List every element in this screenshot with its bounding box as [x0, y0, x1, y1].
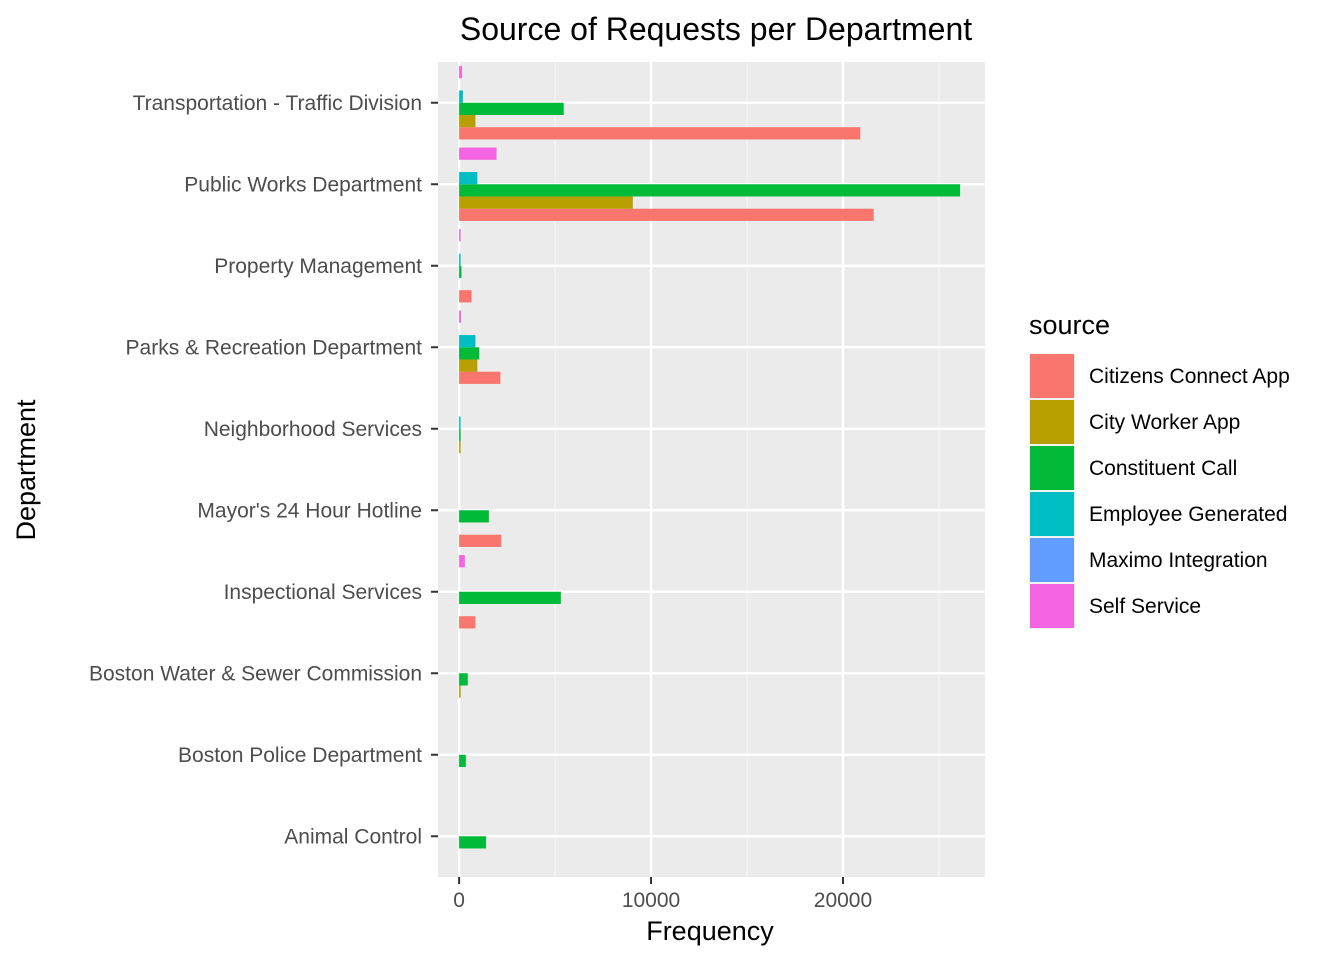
y-tick-label: Neighborhood Services — [204, 418, 422, 441]
bar — [459, 416, 461, 429]
bar — [459, 591, 561, 604]
y-tick-label: Mayor's 24 Hour Hotline — [197, 499, 422, 522]
legend-label: Citizens Connect App — [1089, 365, 1290, 388]
bar — [459, 265, 462, 278]
bar — [459, 616, 476, 629]
y-tick-label: Property Management — [214, 255, 422, 278]
bar — [459, 371, 501, 384]
bar — [459, 673, 468, 686]
x-tick-label: 10000 — [622, 889, 680, 912]
bar — [459, 196, 633, 209]
chart-title: Source of Requests per Department — [460, 11, 972, 47]
bar — [459, 335, 476, 348]
bar — [459, 184, 961, 197]
y-axis: Transportation - Traffic Division Public … — [89, 92, 438, 848]
bar — [459, 310, 462, 323]
y-axis-title: Department — [11, 399, 41, 541]
bar — [459, 685, 461, 698]
bar — [459, 428, 461, 441]
y-tick-label: Transportation - Traffic Division — [133, 92, 422, 115]
legend-label: Maximo Integration — [1089, 549, 1268, 572]
legend-label: Self Service — [1089, 595, 1201, 618]
legend-label: Constituent Call — [1089, 457, 1237, 480]
x-tick-label: 0 — [453, 889, 465, 912]
bar — [459, 127, 861, 140]
y-tick-label: Inspectional Services — [224, 581, 422, 604]
bar — [459, 836, 486, 849]
legend-swatch — [1030, 446, 1074, 490]
bar — [459, 555, 465, 568]
bar — [459, 534, 502, 547]
legend-label: Employee Generated — [1089, 503, 1287, 526]
bar — [459, 347, 480, 360]
legend-swatch — [1030, 584, 1074, 628]
legend-swatch — [1030, 400, 1074, 444]
bar — [459, 208, 874, 221]
bar — [459, 359, 478, 372]
bar — [459, 172, 478, 185]
x-axis: 0 10000 20000 — [453, 877, 872, 912]
bar — [459, 102, 564, 115]
bar — [459, 114, 476, 128]
legend-swatch — [1030, 492, 1074, 536]
x-tick-label: 20000 — [814, 889, 872, 912]
legend-label: City Worker App — [1089, 411, 1240, 434]
bar — [459, 290, 472, 303]
bars — [459, 66, 961, 849]
legend-swatch — [1030, 354, 1074, 398]
bar — [459, 147, 497, 160]
bar — [459, 229, 461, 242]
bar — [459, 440, 461, 454]
y-tick-label: Public Works Department — [184, 173, 422, 196]
bar — [459, 90, 463, 103]
y-tick-label: Animal Control — [284, 825, 422, 848]
bar — [459, 66, 462, 79]
y-tick-label: Boston Police Department — [178, 744, 422, 767]
legend: source Citizens Connect App City Worker A… — [1029, 310, 1290, 629]
y-tick-label: Boston Water & Sewer Commission — [89, 662, 422, 685]
legend-title: source — [1029, 310, 1110, 340]
bar — [459, 754, 466, 767]
bar — [459, 510, 489, 523]
bar — [459, 253, 461, 266]
legend-swatch — [1030, 538, 1074, 582]
x-axis-title: Frequency — [646, 916, 774, 946]
y-tick-label: Parks & Recreation Department — [126, 336, 423, 359]
